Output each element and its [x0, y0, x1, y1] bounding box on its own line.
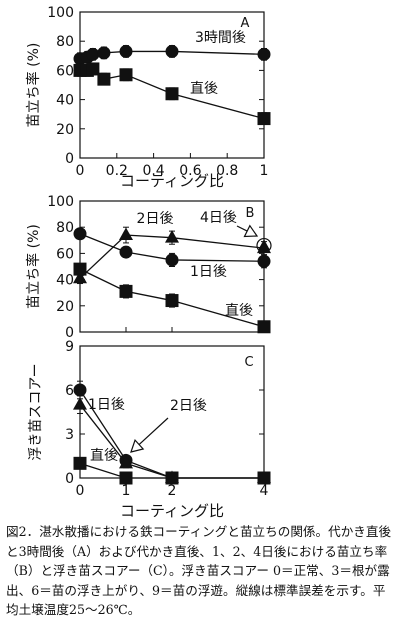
panel-letter: A — [241, 16, 250, 31]
x-tick-label: 2 — [168, 483, 177, 499]
x-tick-label: 0.6 — [179, 163, 201, 179]
circle-marker-5 — [165, 44, 179, 58]
x-tick-label: 0 — [76, 483, 85, 499]
arrow-shaft — [138, 417, 169, 445]
y-tick-label: 60 — [56, 63, 74, 79]
circle-marker-6 — [257, 47, 271, 61]
y-tick-label: 0 — [65, 471, 74, 487]
y-tick-label: 3 — [65, 427, 74, 443]
x-tick-label: 0 — [76, 163, 85, 179]
square-marker-3 — [97, 72, 111, 86]
x-tick-label: 0.4 — [142, 163, 164, 179]
series-label: 1日後 — [190, 264, 227, 280]
series-label: 直後 — [90, 447, 118, 464]
triangle-open-marker-0 — [257, 239, 271, 251]
highlight-ring — [256, 237, 272, 254]
series-label: 1日後 — [88, 397, 125, 413]
y-tick-label: 20 — [56, 299, 74, 315]
y-axis-label: 苗立ち率 (%) — [25, 224, 42, 309]
x-tick-label: 1 — [122, 483, 131, 499]
x-tick-label: 1 — [260, 163, 269, 179]
circle-marker-2 — [86, 47, 100, 61]
x-axis-label: コーティング比 — [120, 502, 224, 520]
x-tick-label: 4 — [260, 483, 269, 499]
panel-letter: B — [246, 206, 255, 221]
y-tick-label: 6 — [65, 383, 74, 399]
y-axis-label: 浮き苗スコアー — [28, 363, 44, 460]
y-tick-label: 20 — [56, 122, 74, 138]
series-line-2 — [79, 233, 265, 262]
y-tick-label: 9 — [65, 339, 74, 355]
x-axis-label: コーティング比 — [120, 172, 224, 190]
arrow-head — [243, 224, 259, 238]
square-marker-0 — [73, 262, 87, 276]
plot-frame — [79, 11, 265, 159]
square-marker-1 — [119, 471, 133, 485]
series-line-2 — [79, 462, 264, 479]
y-tick-label: 80 — [56, 220, 74, 236]
y-tick-label: 60 — [56, 246, 74, 262]
triangle-marker-0 — [73, 397, 87, 410]
y-tick-label: 0 — [65, 325, 74, 341]
series-line-0 — [79, 234, 265, 279]
circle-marker-0 — [73, 227, 87, 241]
square-marker-3 — [257, 320, 271, 334]
square-marker-1 — [119, 284, 133, 298]
y-tick-label: 0 — [65, 151, 74, 167]
series-label: 直後 — [190, 80, 218, 97]
circle-marker-3 — [97, 46, 111, 60]
y-tick-label: 40 — [56, 273, 74, 289]
circle-marker-2 — [165, 253, 179, 267]
x-tick-label: 0.2 — [106, 163, 128, 179]
y-tick-label: 40 — [56, 93, 74, 109]
circle-marker-0 — [73, 383, 87, 397]
square-marker-5 — [165, 87, 179, 101]
square-marker-2 — [165, 294, 179, 308]
triangle-marker-2 — [165, 230, 179, 243]
y-axis-label: 苗立ち率 (%) — [25, 43, 42, 128]
triangle-marker-0 — [73, 270, 87, 284]
series-line-1 — [79, 404, 264, 479]
circle-marker-1 — [119, 245, 133, 259]
series-label: 3時間後 — [195, 30, 246, 46]
panel-letter: C — [244, 355, 253, 370]
square-marker-3 — [257, 471, 271, 485]
circle-marker-4 — [119, 44, 133, 58]
chart-panel-a: 0 20 40 60 80 100 0 0.2 0.4 0.6 0.8 1 A コーティング比 苗立ち率 (… — [25, 5, 271, 190]
series-line-3 — [79, 268, 265, 328]
circle-marker-3 — [257, 254, 271, 268]
square-marker-2 — [165, 471, 179, 485]
y-tick-label: 80 — [56, 34, 74, 50]
arrow-head — [130, 438, 145, 453]
series-label: 2日後 — [170, 398, 207, 414]
y-tick-label: 100 — [47, 194, 74, 210]
square-marker-4 — [119, 68, 133, 82]
series-label: 4日後 — [200, 210, 237, 226]
series-label: 2日後 — [137, 211, 174, 227]
square-marker-6 — [257, 112, 271, 126]
series-label: 直後 — [225, 302, 253, 319]
x-tick-label: 0.8 — [216, 163, 238, 179]
square-marker-2 — [86, 62, 100, 76]
square-marker-0 — [73, 456, 87, 470]
triangle-marker-1 — [119, 227, 133, 241]
triangle-marker-1 — [119, 455, 133, 469]
figure-caption: 図2．湛水散播における鉄コーティングと苗立ちの関係。代かき直後と3時間後（A）お… — [6, 524, 392, 617]
y-tick-label: 100 — [47, 5, 74, 21]
arrow-shaft — [236, 225, 248, 232]
